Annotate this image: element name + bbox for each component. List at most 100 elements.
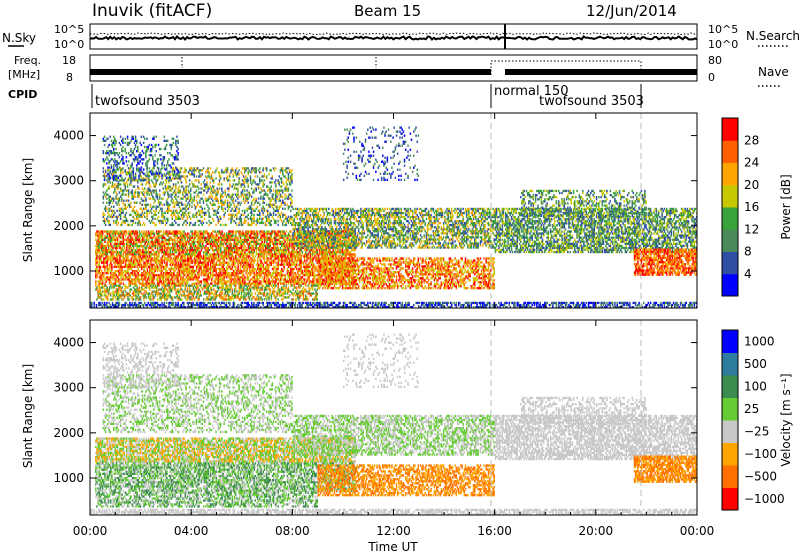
power-cell <box>95 283 97 285</box>
power-cell <box>170 243 172 245</box>
power-cell <box>340 253 342 255</box>
power-cell <box>166 270 168 272</box>
power-cell <box>95 239 97 241</box>
power-cell <box>302 253 304 255</box>
power-cell <box>213 235 215 237</box>
power-cell <box>262 241 264 243</box>
power-cell <box>287 241 289 243</box>
power-cell <box>192 237 194 239</box>
power-cell <box>307 253 309 255</box>
power-cell <box>126 247 128 249</box>
power-cell <box>284 233 286 235</box>
power-cell <box>119 245 121 247</box>
power-cell <box>177 239 179 241</box>
power-cell <box>175 268 177 270</box>
power-cell <box>122 268 124 270</box>
power-cell <box>135 255 137 257</box>
power-cell <box>139 235 141 237</box>
power-cell <box>279 239 281 241</box>
power-cell <box>123 235 125 237</box>
power-cell <box>143 245 145 247</box>
power-cell <box>151 247 153 249</box>
power-cell <box>193 278 195 280</box>
power-cell <box>270 243 272 245</box>
power-cell <box>99 239 101 241</box>
power-cell <box>271 237 273 239</box>
power-cell <box>180 268 182 270</box>
power-cell <box>111 264 113 266</box>
power-cell <box>111 270 113 272</box>
power-cell <box>208 270 210 272</box>
power-cell <box>181 257 183 259</box>
power-cell <box>158 253 160 255</box>
power-cell <box>140 237 142 239</box>
power-cell <box>279 251 281 253</box>
power-cell <box>110 235 112 237</box>
power-cell <box>198 270 200 272</box>
power-cell <box>208 274 210 276</box>
power-cell <box>146 241 148 243</box>
power-cell <box>192 255 194 257</box>
power-cell <box>203 241 205 243</box>
power-cell <box>157 247 159 249</box>
power-cell <box>130 274 132 276</box>
power-cell <box>237 237 239 239</box>
power-cell <box>117 241 119 243</box>
power-cell <box>268 247 270 249</box>
power-cell <box>182 266 184 268</box>
power-cell <box>110 243 112 245</box>
power-cell <box>208 262 210 264</box>
power-cell <box>221 241 223 243</box>
power-cell <box>283 243 285 245</box>
power-cell <box>151 266 153 268</box>
power-cell <box>126 233 128 235</box>
power-cell <box>171 237 173 239</box>
power-cell <box>211 243 213 245</box>
power-cell <box>232 249 234 251</box>
power-cell <box>337 249 339 251</box>
power-cell <box>102 233 104 235</box>
power-cell <box>139 230 141 232</box>
power-cell <box>256 245 258 247</box>
power-cell <box>112 278 114 280</box>
power-cell <box>125 262 127 264</box>
power-cell <box>149 272 151 274</box>
freq-left-tick-top: 18 <box>62 54 76 67</box>
power-cell <box>178 257 180 259</box>
power-cell <box>179 280 181 282</box>
power-cell <box>109 233 111 235</box>
power-cell <box>154 276 156 278</box>
power-cell <box>105 280 107 282</box>
power-cell <box>148 259 150 261</box>
power-cell <box>259 233 261 235</box>
power-cell <box>170 259 172 261</box>
power-cell <box>157 266 159 268</box>
power-cell <box>96 274 98 276</box>
power-cell <box>195 253 197 255</box>
power-cell <box>211 239 213 241</box>
power-cell <box>216 237 218 239</box>
power-cell <box>113 237 115 239</box>
power-cell <box>100 280 102 282</box>
power-cell <box>182 276 184 278</box>
power-cell <box>124 243 126 245</box>
power-cell <box>192 262 194 264</box>
power-cell <box>222 245 224 247</box>
power-cell <box>157 278 159 280</box>
power-cell <box>165 241 167 243</box>
power-cell <box>264 235 266 237</box>
power-cell <box>180 230 182 232</box>
power-cell <box>104 259 106 261</box>
power-cell <box>167 245 169 247</box>
power-cell <box>151 257 153 259</box>
power-cell <box>294 247 296 249</box>
freq-right-tick-top: 80 <box>708 54 722 67</box>
power-cell <box>208 247 210 249</box>
power-cell <box>210 276 212 278</box>
power-cell <box>167 278 169 280</box>
power-cell <box>227 241 229 243</box>
power-cell <box>162 262 164 264</box>
power-cell <box>194 257 196 259</box>
power-cell <box>201 274 203 276</box>
